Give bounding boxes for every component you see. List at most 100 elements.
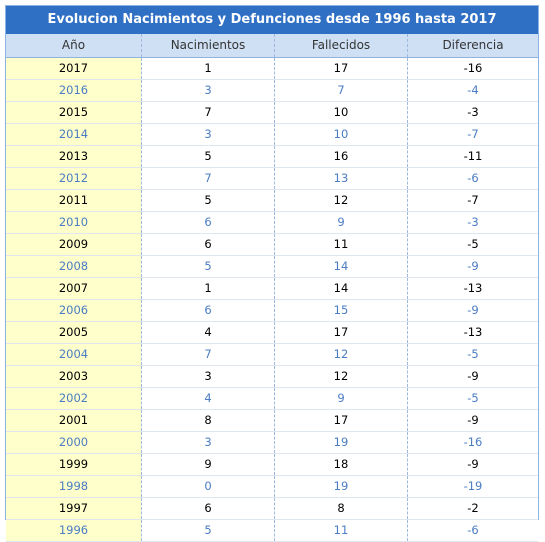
cell-year: 2010 bbox=[6, 212, 141, 233]
cell-difference: -16 bbox=[407, 432, 538, 453]
cell-year: 2013 bbox=[6, 146, 141, 167]
cell-year: 2001 bbox=[6, 410, 141, 431]
cell-difference: -9 bbox=[407, 366, 538, 387]
cell-deaths: 19 bbox=[274, 432, 407, 453]
cell-deaths: 7 bbox=[274, 80, 407, 101]
cell-births: 8 bbox=[141, 410, 274, 431]
table-body: 2017 1 17 -16 2016 3 7 -4 2015 7 10 -3 2014 3 10 -7 2013… bbox=[6, 58, 538, 542]
table-row: 2002 4 9 -5 bbox=[6, 388, 538, 410]
cell-difference: -3 bbox=[407, 212, 538, 233]
cell-deaths: 12 bbox=[274, 344, 407, 365]
cell-difference: -2 bbox=[407, 498, 538, 519]
cell-deaths: 11 bbox=[274, 234, 407, 255]
cell-difference: -9 bbox=[407, 256, 538, 277]
cell-year: 2002 bbox=[6, 388, 141, 409]
cell-year: 1996 bbox=[6, 520, 141, 541]
table-row: 2007 1 14 -13 bbox=[6, 278, 538, 300]
cell-difference: -7 bbox=[407, 124, 538, 145]
cell-deaths: 14 bbox=[274, 278, 407, 299]
table-row: 2013 5 16 -11 bbox=[6, 146, 538, 168]
cell-difference: -19 bbox=[407, 476, 538, 497]
cell-year: 2000 bbox=[6, 432, 141, 453]
cell-year: 2004 bbox=[6, 344, 141, 365]
cell-year: 2006 bbox=[6, 300, 141, 321]
table-row: 2017 1 17 -16 bbox=[6, 58, 538, 80]
cell-births: 5 bbox=[141, 520, 274, 541]
cell-year: 1999 bbox=[6, 454, 141, 475]
cell-deaths: 11 bbox=[274, 520, 407, 541]
cell-year: 2003 bbox=[6, 366, 141, 387]
cell-births: 7 bbox=[141, 168, 274, 189]
cell-difference: -5 bbox=[407, 344, 538, 365]
cell-year: 2007 bbox=[6, 278, 141, 299]
cell-year: 2015 bbox=[6, 102, 141, 123]
cell-year: 2008 bbox=[6, 256, 141, 277]
cell-deaths: 9 bbox=[274, 388, 407, 409]
cell-difference: -4 bbox=[407, 80, 538, 101]
cell-difference: -11 bbox=[407, 146, 538, 167]
header-deaths: Fallecidos bbox=[274, 34, 407, 57]
table-row: 2004 7 12 -5 bbox=[6, 344, 538, 366]
table-row: 2014 3 10 -7 bbox=[6, 124, 538, 146]
table-row: 1999 9 18 -9 bbox=[6, 454, 538, 476]
cell-year: 2017 bbox=[6, 58, 141, 79]
cell-deaths: 17 bbox=[274, 322, 407, 343]
cell-year: 1998 bbox=[6, 476, 141, 497]
cell-deaths: 17 bbox=[274, 58, 407, 79]
cell-difference: -6 bbox=[407, 520, 538, 541]
cell-difference: -5 bbox=[407, 388, 538, 409]
cell-deaths: 16 bbox=[274, 146, 407, 167]
cell-year: 1997 bbox=[6, 498, 141, 519]
cell-births: 1 bbox=[141, 278, 274, 299]
cell-year: 2011 bbox=[6, 190, 141, 211]
cell-difference: -9 bbox=[407, 410, 538, 431]
cell-births: 1 bbox=[141, 58, 274, 79]
table-row: 2016 3 7 -4 bbox=[6, 80, 538, 102]
cell-difference: -7 bbox=[407, 190, 538, 211]
table-row: 2008 5 14 -9 bbox=[6, 256, 538, 278]
table-row: 1998 0 19 -19 bbox=[6, 476, 538, 498]
cell-difference: -5 bbox=[407, 234, 538, 255]
cell-deaths: 14 bbox=[274, 256, 407, 277]
table-row: 1997 6 8 -2 bbox=[6, 498, 538, 520]
table-header: Año Nacimientos Fallecidos Diferencia bbox=[6, 34, 538, 58]
cell-difference: -13 bbox=[407, 322, 538, 343]
cell-births: 4 bbox=[141, 388, 274, 409]
cell-deaths: 12 bbox=[274, 366, 407, 387]
cell-year: 2014 bbox=[6, 124, 141, 145]
cell-births: 0 bbox=[141, 476, 274, 497]
cell-year: 2016 bbox=[6, 80, 141, 101]
table-row: 2003 3 12 -9 bbox=[6, 366, 538, 388]
table-row: 2009 6 11 -5 bbox=[6, 234, 538, 256]
table-row: 2006 6 15 -9 bbox=[6, 300, 538, 322]
header-year: Año bbox=[61, 38, 86, 52]
cell-births: 5 bbox=[141, 146, 274, 167]
cell-deaths: 13 bbox=[274, 168, 407, 189]
cell-year: 2012 bbox=[6, 168, 141, 189]
cell-births: 6 bbox=[141, 498, 274, 519]
cell-deaths: 10 bbox=[274, 102, 407, 123]
cell-births: 5 bbox=[141, 190, 274, 211]
header-births: Nacimientos bbox=[141, 34, 274, 57]
cell-difference: -16 bbox=[407, 58, 538, 79]
cell-difference: -13 bbox=[407, 278, 538, 299]
table-row: 2010 6 9 -3 bbox=[6, 212, 538, 234]
table-title: Evolucion Nacimientos y Defunciones desd… bbox=[6, 6, 538, 34]
cell-births: 3 bbox=[141, 366, 274, 387]
cell-births: 6 bbox=[141, 234, 274, 255]
cell-deaths: 17 bbox=[274, 410, 407, 431]
cell-births: 3 bbox=[141, 80, 274, 101]
table-row: 2012 7 13 -6 bbox=[6, 168, 538, 190]
table-row: 1996 5 11 -6 bbox=[6, 520, 538, 542]
cell-difference: -6 bbox=[407, 168, 538, 189]
cell-births: 7 bbox=[141, 344, 274, 365]
header-difference: Diferencia bbox=[407, 34, 538, 57]
table-row: 2005 4 17 -13 bbox=[6, 322, 538, 344]
table-row: 2001 8 17 -9 bbox=[6, 410, 538, 432]
table-row: 2000 3 19 -16 bbox=[6, 432, 538, 454]
cell-births: 3 bbox=[141, 432, 274, 453]
table-row: 2015 7 10 -3 bbox=[6, 102, 538, 124]
cell-births: 6 bbox=[141, 212, 274, 233]
cell-deaths: 12 bbox=[274, 190, 407, 211]
cell-difference: -9 bbox=[407, 300, 538, 321]
